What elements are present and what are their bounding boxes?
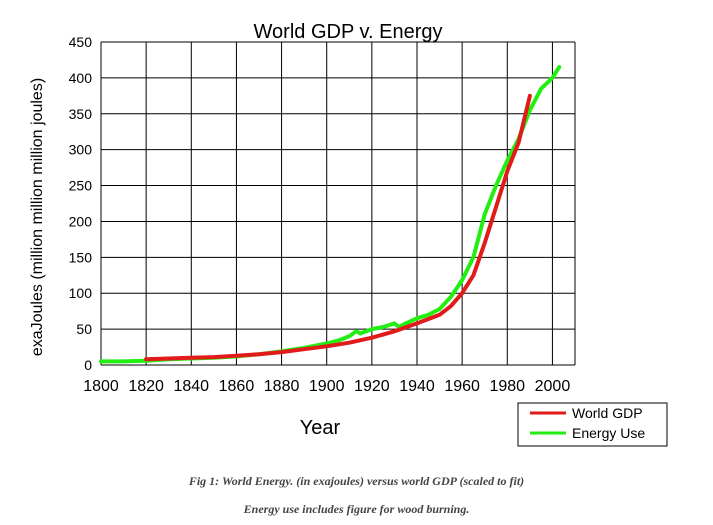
- x-tick-label: 1820: [128, 378, 164, 395]
- x-tick-label: 1980: [489, 378, 525, 395]
- x-tick-labels: 1800 1820 1840 1860 1880 1900 1920 1940 1960 1980…: [83, 378, 570, 395]
- y-tick-label: 300: [69, 142, 93, 158]
- x-tick-label: 1900: [309, 378, 345, 395]
- y-tick-label: 450: [69, 34, 93, 50]
- x-tick-label: 1940: [399, 378, 435, 395]
- y-tick-labels: 0 50 100 150 200 250 300 350 400 450: [69, 34, 93, 373]
- x-tick-label: 2000: [535, 378, 571, 395]
- y-tick-label: 200: [69, 213, 93, 229]
- legend-label-world-gdp: World GDP: [572, 405, 643, 421]
- y-tick-label: 50: [76, 321, 92, 337]
- x-tick-label: 1860: [219, 378, 255, 395]
- figure-caption: Fig 1: World Energy. (in exajoules) vers…: [188, 474, 525, 488]
- plot-area: [101, 42, 575, 365]
- y-tick-label: 250: [69, 178, 93, 194]
- legend-box: [517, 402, 668, 447]
- series-line-world-gdp: [144, 93, 532, 362]
- legend: World GDP Energy Use: [517, 402, 668, 447]
- series-lines: [99, 65, 562, 364]
- y-tick-label: 350: [69, 106, 93, 122]
- y-axis-label: exaJoules (million million million joule…: [29, 78, 46, 356]
- x-tick-label: 1880: [264, 378, 300, 395]
- figure-note: Energy use includes figure for wood burn…: [243, 502, 470, 516]
- chart-title: World GDP v. Energy: [254, 21, 443, 43]
- y-tick-label: 400: [69, 70, 93, 86]
- y-tick-label: 0: [84, 357, 92, 373]
- y-tick-label: 100: [69, 285, 93, 301]
- x-axis-label: Year: [300, 417, 341, 439]
- x-tick-label: 1960: [444, 378, 480, 395]
- gdp-energy-chart: 0 50 100 150 200 250 300 350 400 450 1800 1820 1840…: [29, 21, 668, 447]
- legend-label-energy-use: Energy Use: [572, 425, 645, 441]
- y-tick-label: 150: [69, 249, 93, 265]
- grid: [100, 41, 576, 366]
- x-tick-label: 1920: [354, 378, 390, 395]
- x-tick-label: 1840: [173, 378, 209, 395]
- x-tick-label: 1800: [83, 378, 119, 395]
